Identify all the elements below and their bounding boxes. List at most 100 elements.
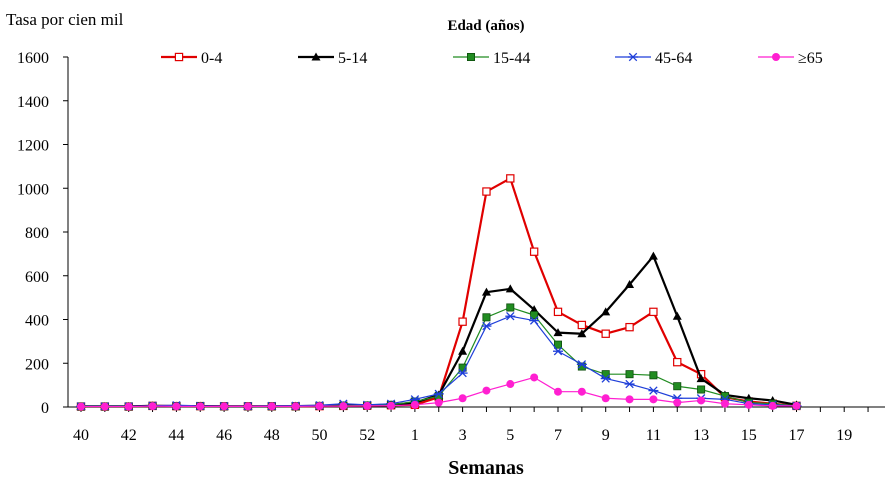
data-point [648,386,659,395]
legend-marker [628,52,638,62]
data-point [697,396,706,405]
legend-marker [466,53,475,62]
data-point [673,398,682,407]
data-point [697,385,706,394]
x-tick-label: 46 [216,427,232,444]
y-tick-label: 400 [25,313,49,330]
y-tick-label: 1400 [17,94,49,111]
x-tick-label: 1 [411,427,419,444]
data-point [529,316,540,325]
x-tick-label: 52 [359,427,375,444]
data-point [601,394,610,403]
y-tick-label: 1600 [17,50,49,67]
y-tick-label: 1200 [17,138,49,155]
x-tick-label: 44 [168,427,184,444]
data-point [577,320,587,330]
series-line [81,254,797,408]
data-point [554,340,563,349]
legend-marker [174,52,184,62]
x-tick-label: 13 [693,427,709,444]
legend-item: 45-64 [615,50,692,67]
data-point [148,402,157,411]
data-point [672,311,682,320]
data-point [77,402,85,411]
data-point [649,395,658,404]
legend-marker [311,52,321,61]
data-point [600,374,611,383]
data-point [649,371,658,380]
legend-label: 0-4 [201,50,222,67]
data-point [458,317,467,326]
legend-label: 15-44 [493,50,530,67]
data-point [529,247,539,256]
data-point [530,311,539,320]
x-tick-label: 40 [73,427,89,444]
data-point [481,321,492,331]
data-point [172,402,181,411]
legend-label: 5-14 [338,50,367,67]
data-point [506,174,515,183]
data-point [291,402,300,411]
data-point [625,280,635,288]
data-point [481,287,491,296]
data-point [625,322,634,332]
data-point [433,389,444,399]
data-point [457,368,468,378]
y-tick-label: 800 [25,225,49,242]
data-point [196,402,205,411]
data-point [648,251,658,260]
data-point [387,401,396,410]
y-tick-label: 200 [25,356,49,373]
data-point [482,386,491,395]
y-axis-title: Tasa por cien mil [6,10,124,29]
data-point [577,329,587,338]
legend-item: ≥65 [758,50,823,67]
data-point [554,387,562,396]
legend-item: 0-4 [161,50,222,67]
data-point [792,401,801,410]
x-tick-label: 17 [789,427,805,444]
x-tick-label: 5 [506,427,514,444]
data-point [339,402,348,411]
data-point [673,382,682,391]
x-tick-label: 15 [741,427,757,444]
data-point [649,307,658,317]
data-point [506,380,515,389]
data-point [220,402,229,411]
data-point [458,394,467,403]
x-tick-label: 9 [602,427,610,444]
data-point [553,347,563,356]
data-point [530,373,539,382]
data-point [458,346,468,355]
data-point [720,399,729,408]
data-point [768,401,777,410]
data-point [315,402,324,411]
y-tick-label: 600 [25,269,49,286]
data-point [744,400,753,409]
legend-item: 15-44 [453,50,530,67]
legend-marker [772,53,780,61]
data-point [577,387,586,396]
x-tick-label: 7 [554,427,562,444]
data-point [625,395,634,404]
series-2 [76,251,801,410]
data-point [458,363,467,372]
legend-title: Edad (años) [447,18,524,34]
legend: 0-4 5-14 15-44 45-64 ≥65 [161,50,823,67]
legend-label: 45-64 [655,50,692,67]
axes: 0 200 400 600 800 1000 1200 1400 1600 40 42 44 46 48 5… [17,50,885,444]
data-point [100,402,109,411]
data-point [624,379,635,389]
x-tick-label: 11 [646,427,661,444]
data-point [553,307,563,317]
data-point [243,402,252,411]
data-point [601,329,610,338]
data-point [482,187,491,196]
x-tick-label: 42 [121,427,137,444]
legend-item: 5-14 [298,50,367,67]
x-axis-title: Semanas [448,457,524,479]
data-point [506,303,515,312]
x-tick-label: 48 [264,427,280,444]
x-tick-label: 50 [312,427,328,444]
